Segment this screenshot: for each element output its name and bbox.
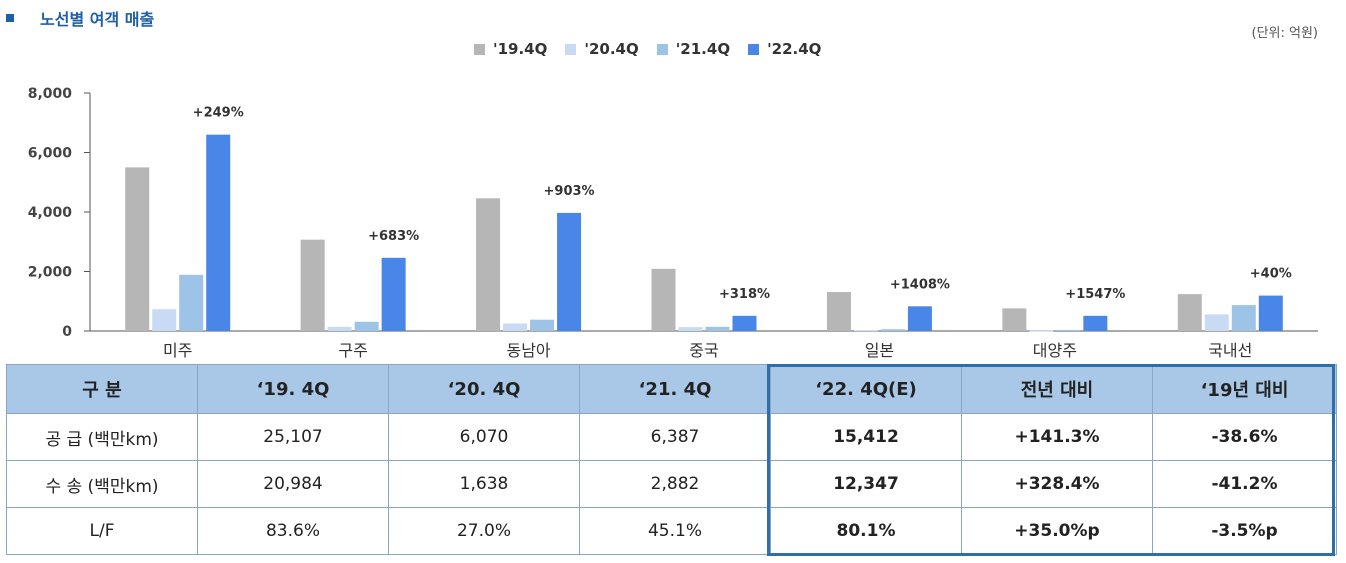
bar-2	[354, 321, 379, 331]
data-label: +318%	[719, 287, 770, 302]
legend-swatch-22	[748, 43, 760, 55]
x-tick-label: 일본	[865, 341, 894, 360]
table-cell: 80.1%	[770, 507, 962, 555]
table-cell: 6,070	[388, 413, 580, 461]
table-row: L/F 83.6% 27.0% 45.1% 80.1% +35.0%p -3.5…	[6, 507, 1337, 555]
table-cell: +141.3%	[961, 413, 1153, 461]
bar-0	[1177, 294, 1202, 331]
bar-1	[853, 330, 878, 332]
summary-table: 구 분 ‘19. 4Q ‘20. 4Q ‘21. 4Q ‘22. 4Q(E) 전…	[6, 364, 1337, 555]
y-tick-label: 6,000	[28, 146, 73, 162]
bar-0	[476, 198, 501, 331]
bar-2	[179, 274, 204, 331]
bar-1	[678, 327, 703, 331]
table-cell: +35.0%p	[961, 507, 1153, 555]
bar-2	[530, 319, 555, 331]
legend-swatch-21	[656, 43, 668, 55]
y-tick-label: 8,000	[28, 86, 73, 102]
legend-item-21: '21.4Q	[656, 40, 731, 58]
bar-3	[907, 306, 932, 331]
bar-3	[732, 315, 757, 331]
legend-swatch-20	[565, 43, 577, 55]
data-label: +683%	[368, 229, 419, 244]
bar-3	[381, 257, 406, 331]
row-label: 수 송 (백만km)	[6, 460, 198, 508]
bar-0	[1002, 308, 1027, 331]
unit-label: (단위: 억원)	[1251, 26, 1319, 41]
title-block: 노선별 여객 매출	[6, 6, 154, 30]
table-cell: 15,412	[770, 413, 962, 461]
bar-2	[1231, 305, 1256, 331]
bar-1	[1204, 314, 1229, 331]
table-cell: -38.6%	[1152, 413, 1337, 461]
bar-3	[557, 212, 582, 331]
bar-chart: 0 2,000 4,000 6,000 8,000 +249% 미주 +683% 구주 +903%…	[28, 86, 1318, 360]
table-cell: 1,638	[388, 460, 580, 508]
legend-label-19: '19.4Q	[493, 40, 548, 58]
table-cell: 6,387	[579, 413, 771, 461]
x-tick-label: 미주	[163, 341, 192, 360]
x-tick-label: 대양주	[1033, 341, 1077, 360]
table-cell: +328.4%	[961, 460, 1153, 508]
table-cell: -41.2%	[1152, 460, 1337, 508]
bar-2	[880, 329, 905, 331]
row-label: 공 급 (백만km)	[6, 413, 198, 461]
x-tick-label: 구주	[338, 341, 367, 360]
data-label: +1547%	[1065, 287, 1125, 302]
y-tick-label: 0	[62, 324, 72, 340]
table-row: 수 송 (백만km) 20,984 1,638 2,882 12,347 +32…	[6, 460, 1337, 508]
header-19: ‘19. 4Q	[197, 364, 389, 414]
square-bullet-icon	[6, 14, 14, 22]
legend-label-21: '21.4Q	[675, 40, 731, 58]
page-title: 노선별 여객 매출	[40, 10, 155, 29]
header-21: ‘21. 4Q	[579, 364, 771, 414]
legend-swatch-19	[474, 43, 485, 55]
row-label: L/F	[6, 507, 198, 555]
legend-label-22: '22.4Q	[767, 40, 822, 58]
data-label: +903%	[544, 184, 595, 199]
bar-3	[206, 134, 231, 331]
bar-1	[327, 326, 352, 331]
bar-0	[826, 292, 851, 331]
table-cell: 27.0%	[388, 507, 580, 555]
chart-legend: '19.4Q '20.4Q '21.4Q '22.4Q	[474, 40, 821, 58]
table-row: 공 급 (백만km) 25,107 6,070 6,387 15,412 +14…	[6, 413, 1337, 461]
table-cell: 83.6%	[197, 507, 389, 555]
table-cell: 45.1%	[579, 507, 771, 555]
legend-item-22: '22.4Q	[748, 40, 821, 58]
data-label: +40%	[1250, 267, 1292, 282]
bar-1	[1029, 330, 1054, 332]
header-22: ‘22. 4Q(E)	[770, 364, 962, 414]
table-cell: 20,984	[197, 460, 389, 508]
table-cell: 25,107	[197, 413, 389, 461]
bar-0	[125, 167, 150, 331]
header-vs19: ‘19년 대비	[1152, 364, 1337, 414]
header-20: ‘20. 4Q	[388, 364, 580, 414]
x-tick-label: 국내선	[1208, 341, 1252, 360]
x-tick-label: 동남아	[506, 341, 550, 360]
bar-0	[651, 268, 676, 331]
header-category: 구 분	[6, 364, 198, 414]
bar-2	[1056, 329, 1081, 331]
table-header-row: 구 분 ‘19. 4Q ‘20. 4Q ‘21. 4Q ‘22. 4Q(E) 전…	[6, 364, 1337, 414]
bar-0	[300, 239, 325, 331]
table-cell: 12,347	[770, 460, 962, 508]
legend-item-20: '20.4Q	[565, 40, 639, 58]
legend-label-20: '20.4Q	[584, 40, 639, 58]
header-yoy: 전년 대비	[961, 364, 1153, 414]
y-tick-label: 2,000	[28, 265, 73, 281]
y-tick-label: 4,000	[28, 205, 73, 221]
bar-3	[1258, 295, 1283, 331]
bar-2	[705, 326, 730, 331]
bar-3	[1083, 315, 1108, 331]
table-cell: 2,882	[579, 460, 771, 508]
data-label: +1408%	[890, 277, 950, 292]
bar-1	[152, 309, 177, 331]
bar-1	[503, 323, 528, 331]
legend-item-19: '19.4Q	[474, 40, 547, 58]
data-label: +249%	[193, 106, 244, 121]
table-cell: -3.5%p	[1152, 507, 1337, 555]
x-tick-label: 중국	[689, 341, 718, 360]
